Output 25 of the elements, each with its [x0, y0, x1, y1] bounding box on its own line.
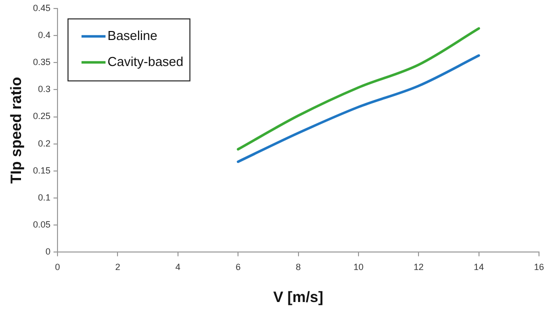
- y-tick-label: 0.45: [32, 2, 51, 13]
- y-tick-label: 0.3: [38, 84, 51, 94]
- y-tick-label: 0.4: [38, 30, 51, 40]
- y-tick-label: 0.15: [32, 165, 51, 176]
- y-tick-label: 0.05: [32, 220, 51, 230]
- y-tick-label: 0.2: [38, 138, 51, 148]
- x-tick-label: 14: [474, 262, 484, 272]
- x-tick-label: 8: [296, 262, 301, 272]
- y-tick-label: 0.1: [38, 192, 51, 203]
- x-tick-label: 4: [175, 262, 180, 272]
- x-tick-label: 10: [353, 262, 364, 272]
- y-tick-label: 0.35: [32, 57, 51, 68]
- x-tick-label: 6: [236, 262, 241, 272]
- y-axis-title: TIp speed ratio: [8, 76, 26, 184]
- legend-label: Cavity-based: [108, 54, 184, 69]
- x-tick-label: 16: [534, 262, 544, 272]
- y-tick-label: 0: [46, 246, 51, 257]
- x-tick-label: 2: [115, 262, 120, 272]
- x-tick-label: 0: [55, 262, 60, 272]
- x-tick-label: 12: [414, 262, 424, 272]
- y-tick-label: 0.25: [32, 111, 51, 122]
- line-series: [236, 54, 480, 163]
- line-series: [236, 27, 480, 151]
- x-axis-title: V [m/s]: [273, 289, 324, 306]
- legend-label: Baseline: [108, 28, 158, 43]
